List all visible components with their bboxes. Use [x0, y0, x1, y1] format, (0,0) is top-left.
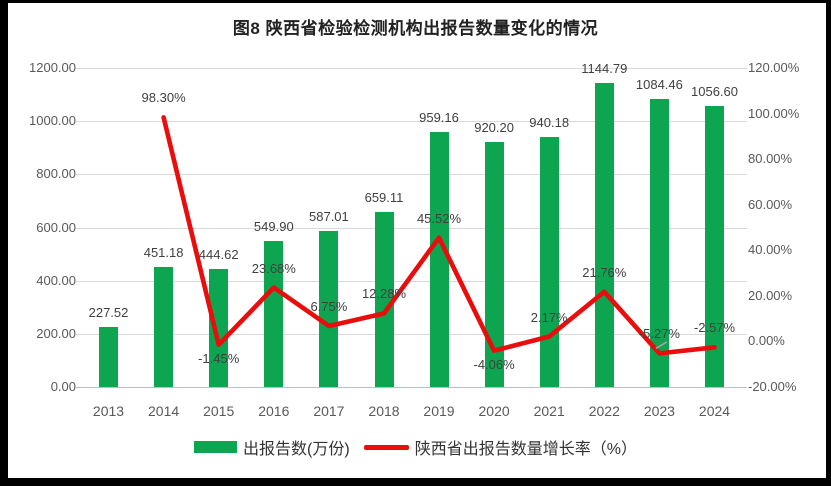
bar-2020: [484, 142, 504, 387]
x-axis-label: 2021: [533, 403, 565, 419]
border-frame-right: [826, 0, 831, 486]
bar-value-label: 1056.60: [691, 84, 738, 100]
bar-value-label: 227.52: [88, 304, 129, 320]
x-axis-label: 2022: [588, 403, 620, 419]
y-axis-label-left: 200.00: [36, 325, 76, 341]
bar-value-label: 659.11: [364, 189, 404, 205]
legend-line-swatch-icon: [363, 444, 409, 450]
bar-value-label: 587.01: [309, 209, 349, 224]
border-frame-bottom: [0, 478, 831, 486]
gridline: [76, 174, 747, 176]
y-axis-label-right: 100.00%: [748, 105, 800, 121]
line-value-label: 2.17%: [530, 309, 568, 325]
page-title: 图8 陕西省检验检测机构出报告数量变化的情况: [232, 19, 599, 38]
bar-2014: [154, 267, 174, 387]
line-value-label: 6.75%: [310, 299, 348, 314]
y-axis-label-left: 400.00: [36, 272, 76, 288]
bar-value-label: 940.18: [529, 115, 570, 131]
line-value-label: 12.28%: [361, 286, 407, 302]
legend: 出报告数(万份) 陕西省出报告数量增长率（%）: [0, 436, 831, 458]
y-axis-label-left: 1200.00: [29, 60, 76, 75]
bar-2021: [539, 137, 559, 387]
gridline: [76, 68, 747, 69]
legend-bar-label: 出报告数(万份): [243, 441, 350, 458]
x-axis-label: 2014: [148, 403, 180, 419]
bar-2024: [705, 106, 724, 387]
bar-value-label: 549.90: [253, 218, 294, 234]
line-value-label: 45.52%: [416, 210, 462, 226]
y-axis-label-right: 40.00%: [748, 242, 793, 258]
bar-2023: [649, 98, 669, 387]
x-axis-label: 2019: [423, 403, 455, 419]
y-axis-label-left: 600.00: [36, 219, 76, 235]
y-axis-label-right: 60.00%: [748, 196, 793, 212]
leader-line: [655, 341, 668, 350]
legend-line-label: 陕西省出报告数量增长率（%）: [414, 441, 637, 458]
x-axis-label: 2013: [92, 403, 125, 419]
y-axis-label-right: 20.00%: [748, 287, 793, 303]
line-value-label: -1.45%: [198, 350, 240, 366]
border-frame-left: [0, 0, 8, 486]
bar-value-label: 920.20: [474, 120, 514, 136]
gridline: [76, 387, 747, 388]
bar-2022: [594, 82, 614, 387]
x-axis-label: 2017: [313, 403, 345, 419]
gridline: [76, 121, 747, 123]
legend-bar-swatch-icon: [194, 441, 238, 453]
gridline: [76, 227, 747, 229]
bar-value-label: 1084.46: [635, 76, 683, 92]
border-frame-top: [0, 0, 831, 3]
gridline: [76, 333, 747, 335]
bar-value-label: 451.18: [143, 245, 184, 261]
line-value-label: -5.27%: [638, 326, 680, 342]
line-value-label: -4.06%: [473, 356, 515, 372]
bar-value-label: 1144.79: [581, 60, 628, 76]
y-axis-label-left: 0.00: [50, 379, 76, 394]
line-value-label: -2.57%: [693, 320, 736, 336]
line-value-label: 23.68%: [251, 260, 296, 276]
bar-2018: [374, 211, 394, 387]
bar-2016: [264, 240, 284, 387]
x-axis-label: 2023: [643, 403, 675, 419]
bar-2015: [209, 268, 229, 387]
bar-2017: [319, 231, 339, 387]
y-axis-label-right: 0.00%: [748, 333, 785, 349]
y-axis-label-left: 1000.00: [29, 113, 76, 129]
line-value-label: 98.30%: [141, 90, 186, 106]
y-axis-label-right: 80.00%: [748, 151, 793, 167]
bar-2013: [99, 326, 118, 387]
x-axis-label: 2015: [203, 403, 235, 419]
y-axis-label-right: 120.00%: [748, 60, 800, 75]
y-axis-label-right: -20.00%: [748, 379, 797, 394]
bar-value-label: 444.62: [198, 246, 239, 262]
x-axis-label: 2016: [258, 403, 290, 419]
x-axis-label: 2018: [368, 403, 400, 419]
gridline: [76, 280, 747, 282]
y-axis-label-left: 800.00: [36, 166, 76, 182]
bar-2019: [429, 132, 449, 387]
bar-value-label: 959.16: [419, 110, 459, 125]
x-axis-label: 2020: [478, 403, 510, 419]
x-axis-label: 2024: [698, 403, 731, 419]
line-value-label: 21.76%: [582, 264, 627, 280]
